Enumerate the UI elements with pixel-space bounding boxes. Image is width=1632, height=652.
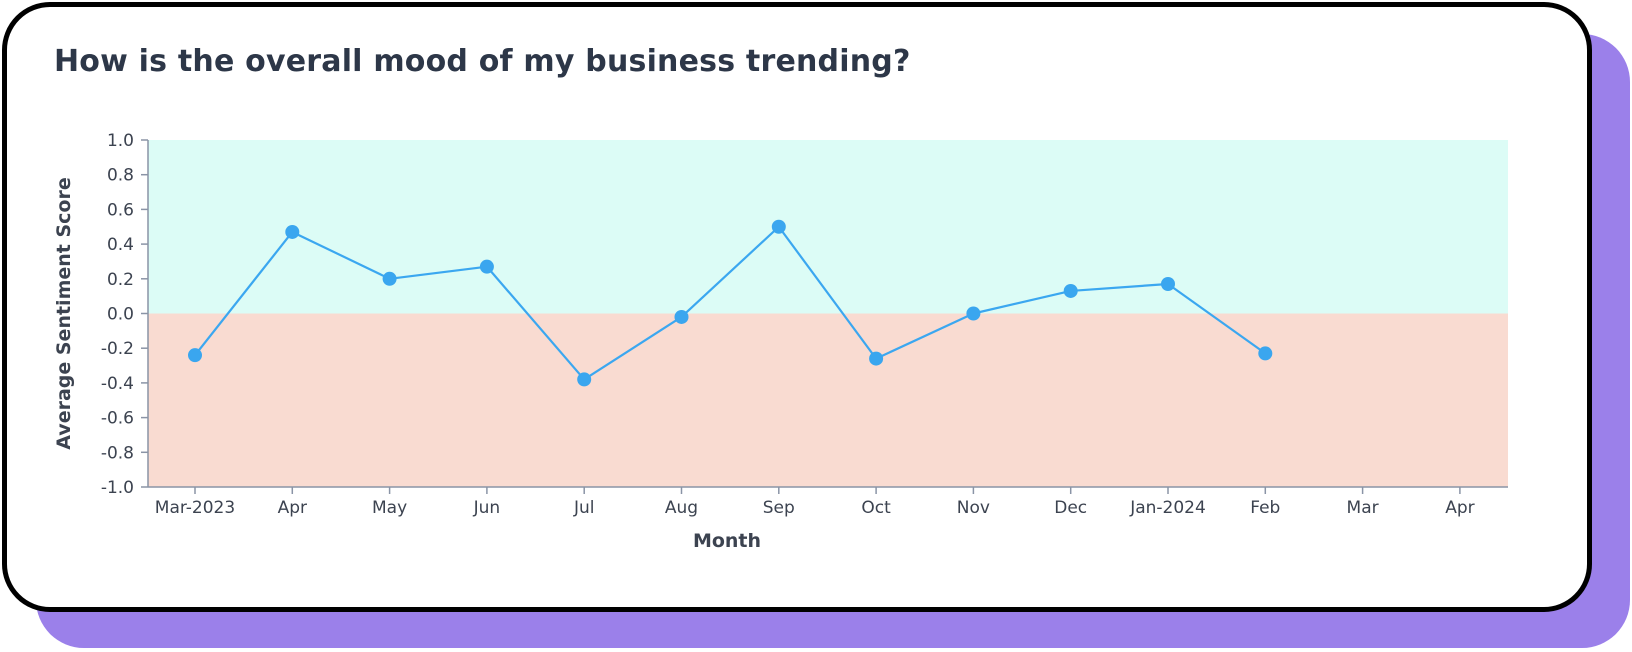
x-tick-label: Sep [763, 498, 795, 518]
x-tick-label: Jun [473, 498, 501, 518]
x-tick-label: Mar [1347, 498, 1379, 518]
x-tick-label: Dec [1054, 498, 1087, 518]
data-point-aug[interactable] [674, 309, 689, 324]
series-points [188, 219, 1273, 387]
background-bands [148, 140, 1508, 487]
x-axis-title: Month [693, 530, 761, 552]
x-tick-label: Nov [957, 498, 990, 518]
data-point-jul[interactable] [577, 372, 592, 387]
y-tick-label: 1.0 [107, 131, 134, 151]
data-point-jan-2024[interactable] [1161, 277, 1175, 292]
y-tick-label: -0.8 [101, 443, 134, 463]
y-axis-ticks: 1.0 0.8 0.6 0.4 0.2 0.0 -0.2 -0.4 -0.6 -0.8 -1.0 [101, 131, 148, 498]
series-line [194, 225, 1266, 381]
y-axis-title: Average Sentiment Score [53, 177, 75, 449]
x-tick-label: Aug [665, 498, 698, 518]
y-tick-label: -0.2 [101, 339, 134, 359]
data-point-sep[interactable] [771, 219, 786, 234]
series-line-group [194, 225, 1266, 381]
y-tick-label: 0.4 [107, 235, 134, 255]
y-tick-label: 0.2 [107, 270, 134, 290]
x-tick-label: Apr [1445, 498, 1474, 518]
y-tick-label: 0.6 [107, 200, 134, 220]
data-point-nov[interactable] [966, 306, 981, 321]
x-axis-ticks: Mar-2023 Apr May Jun Jul Aug Sep Oct Nov Dec Jan-2… [155, 487, 1475, 518]
positive-band [148, 140, 1508, 314]
data-point-dec[interactable] [1063, 283, 1078, 298]
data-point-mar-2023[interactable] [188, 348, 202, 363]
x-tick-label: Jan-2024 [1129, 498, 1206, 518]
data-point-may[interactable] [382, 271, 397, 286]
x-tick-label: Jul [573, 498, 595, 518]
y-tick-label: -0.4 [101, 374, 134, 394]
x-tick-label: May [372, 498, 407, 518]
x-tick-label: Apr [278, 498, 307, 518]
data-point-apr[interactable] [285, 224, 300, 239]
data-point-feb[interactable] [1258, 346, 1273, 361]
y-tick-label: 0.8 [107, 166, 134, 186]
y-tick-label: -1.0 [101, 478, 134, 498]
x-tick-label: Feb [1250, 498, 1280, 518]
chart-title: How is the overall mood of my business t… [54, 44, 911, 79]
data-point-jun[interactable] [479, 259, 494, 274]
data-point-oct[interactable] [869, 351, 884, 366]
y-tick-label: -0.6 [101, 409, 134, 429]
negative-band [148, 313, 1508, 487]
y-tick-label: 0.0 [107, 305, 134, 325]
x-tick-label: Mar-2023 [155, 498, 235, 518]
x-tick-label: Oct [861, 498, 891, 518]
